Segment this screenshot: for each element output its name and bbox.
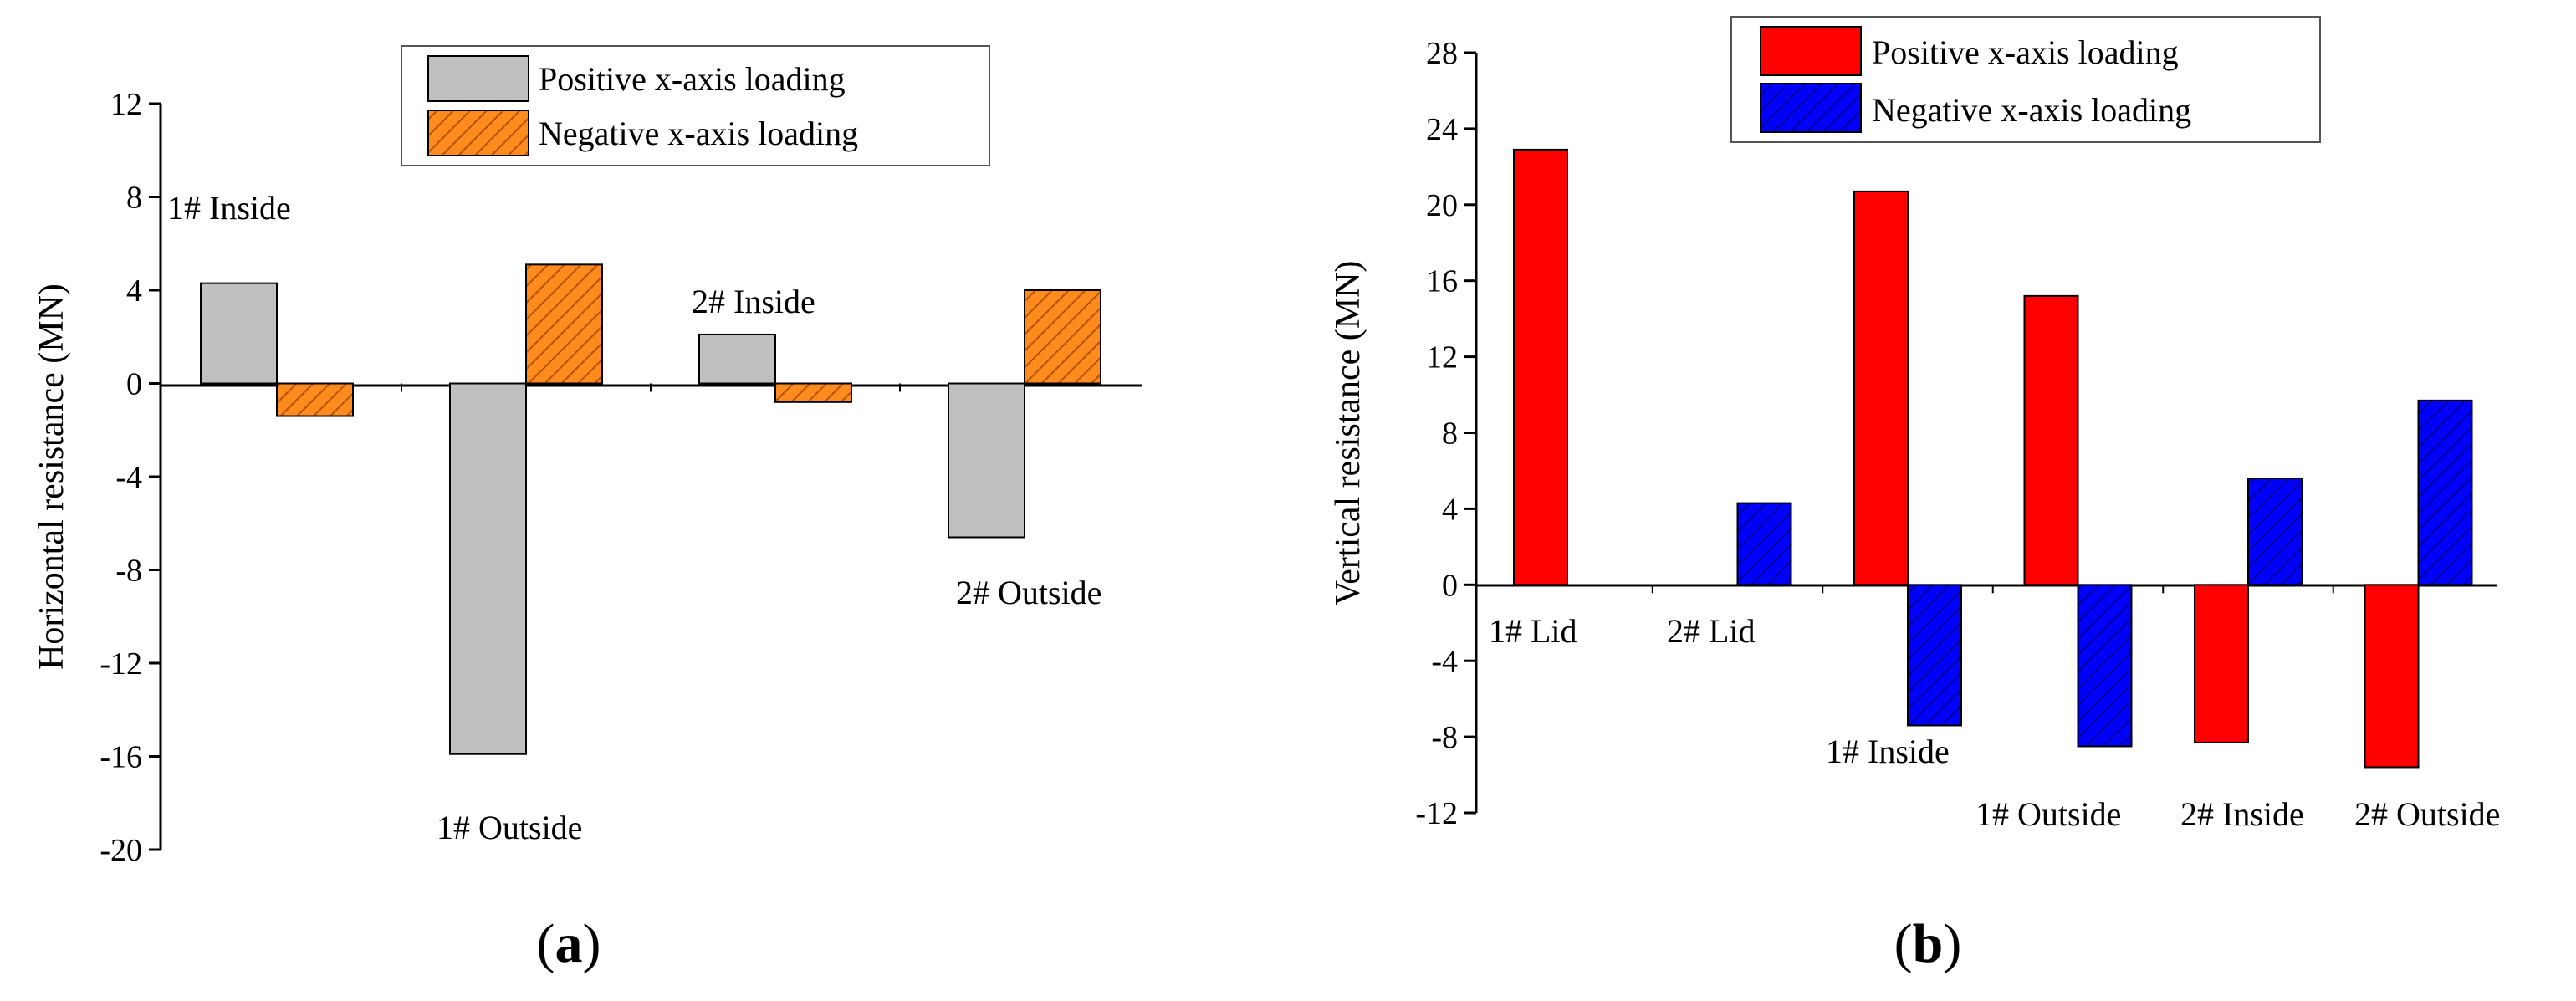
panel-b-legend: Positive x-axis loading Negative x-axis … [1730,16,2321,143]
panel-a-bar-positive [948,382,1025,539]
panel-b-bar-negative [2417,399,2473,586]
panel-b-bar-positive [2023,294,2079,586]
panel-b-category-label: 2# Outside [2354,795,2500,833]
panel-b-legend-swatch-positive [1760,26,1862,76]
panel-b-legend-label: Negative x-axis loading [1872,91,2191,129]
panel-b-bar-positive [2194,584,2249,743]
panel-a-y-tick-label: -16 [100,740,142,775]
panel-a-y-tick-label: 12 [110,87,142,122]
panel-a: 12 8 4 0 -4 -8 -12 -16 -20 Horizontal resistance… [33,45,1142,974]
panel-b-y-tick-label: 8 [1442,416,1458,452]
panel-b-bar-positive [1513,148,1568,586]
panel-a-y-tick-label: 8 [126,181,142,216]
panel-b-y-axis-title: Vertical resistance (MN) [1329,261,1367,606]
panel-a-category-label: 2# Inside [692,283,815,320]
panel-a-y-tick-label: -20 [100,833,142,868]
panel-a-bar-positive [200,282,278,385]
panel-a-category-label: 1# Inside [167,189,291,227]
panel-b-category-label: 1# Lid [1489,612,1577,650]
panel-b-bar-negative [1907,584,1962,727]
panel-b-category-label: 1# Outside [1975,795,2121,833]
panel-a-y-axis-title: Horizontal resistance (MN) [33,283,71,670]
panel-a-bar-negative [276,382,354,417]
panel-b-y-tick-label: 20 [1426,188,1458,223]
panel-b-bar-negative [2247,478,2303,586]
panel-b-legend-label: Positive x-axis loading [1872,33,2179,71]
panel-b-y-tick-label: -12 [1415,796,1458,831]
panel-b-y-tick-label: 0 [1442,568,1458,603]
panel-a-category-label: 1# Outside [437,809,582,846]
panel-b-y-tick-label: 24 [1426,112,1458,147]
panel-b-category-label: 2# Lid [1667,612,1756,650]
panel-a-legend: Positive x-axis loading Negative x-axis … [401,45,990,166]
panel-b-y-tick-label: 12 [1426,340,1458,375]
panel-a-y-tick-label: -12 [100,646,142,682]
panel-a-legend-swatch-negative [427,110,529,156]
panel-a-bar-negative [525,263,603,385]
panel-b-legend-swatch-negative [1760,83,1862,133]
panel-a-y-tick-label: 0 [126,367,142,402]
panel-a-y-tick-label: 4 [126,273,142,309]
panel-a-legend-swatch-positive [427,55,529,102]
panel-b-bar-negative [2077,584,2133,748]
panel-b-y-tick-label: 16 [1426,264,1458,299]
panel-a-label: (a) [537,913,601,974]
panel-a-bar-positive [698,333,776,385]
panel-b-label: (b) [1894,913,1962,974]
panel-b-category-label: 1# Inside [1826,733,1950,770]
panel-a-bar-negative [774,382,852,403]
panel-b-bar-negative [1736,502,1792,586]
panel-a-category-label: 2# Outside [956,574,1101,611]
panel-b-y-tick-label: 28 [1426,36,1458,71]
panel-b-y-tick-label: 4 [1442,492,1458,527]
panel-a-legend-label: Negative x-axis loading [539,115,858,152]
panel-b-bar-positive [1853,190,1909,586]
panel-a-y-tick-label: -4 [115,460,142,495]
panel-b-category-label: 2# Inside [2180,795,2304,833]
panel-a-y-tick-label: -8 [115,554,142,589]
panel-b-y-tick-label: -4 [1431,644,1458,679]
panel-a-legend-label: Positive x-axis loading [539,60,846,98]
panel-b-bar-positive [2364,584,2420,769]
panel-a-bar-positive [449,382,527,755]
panel-a-bar-negative [1024,289,1101,385]
panel-b: 28 24 20 16 12 8 4 0 -4 -8 -12 Vertical resistance… [1329,16,2500,974]
panel-b-y-tick-label: -8 [1431,720,1458,755]
